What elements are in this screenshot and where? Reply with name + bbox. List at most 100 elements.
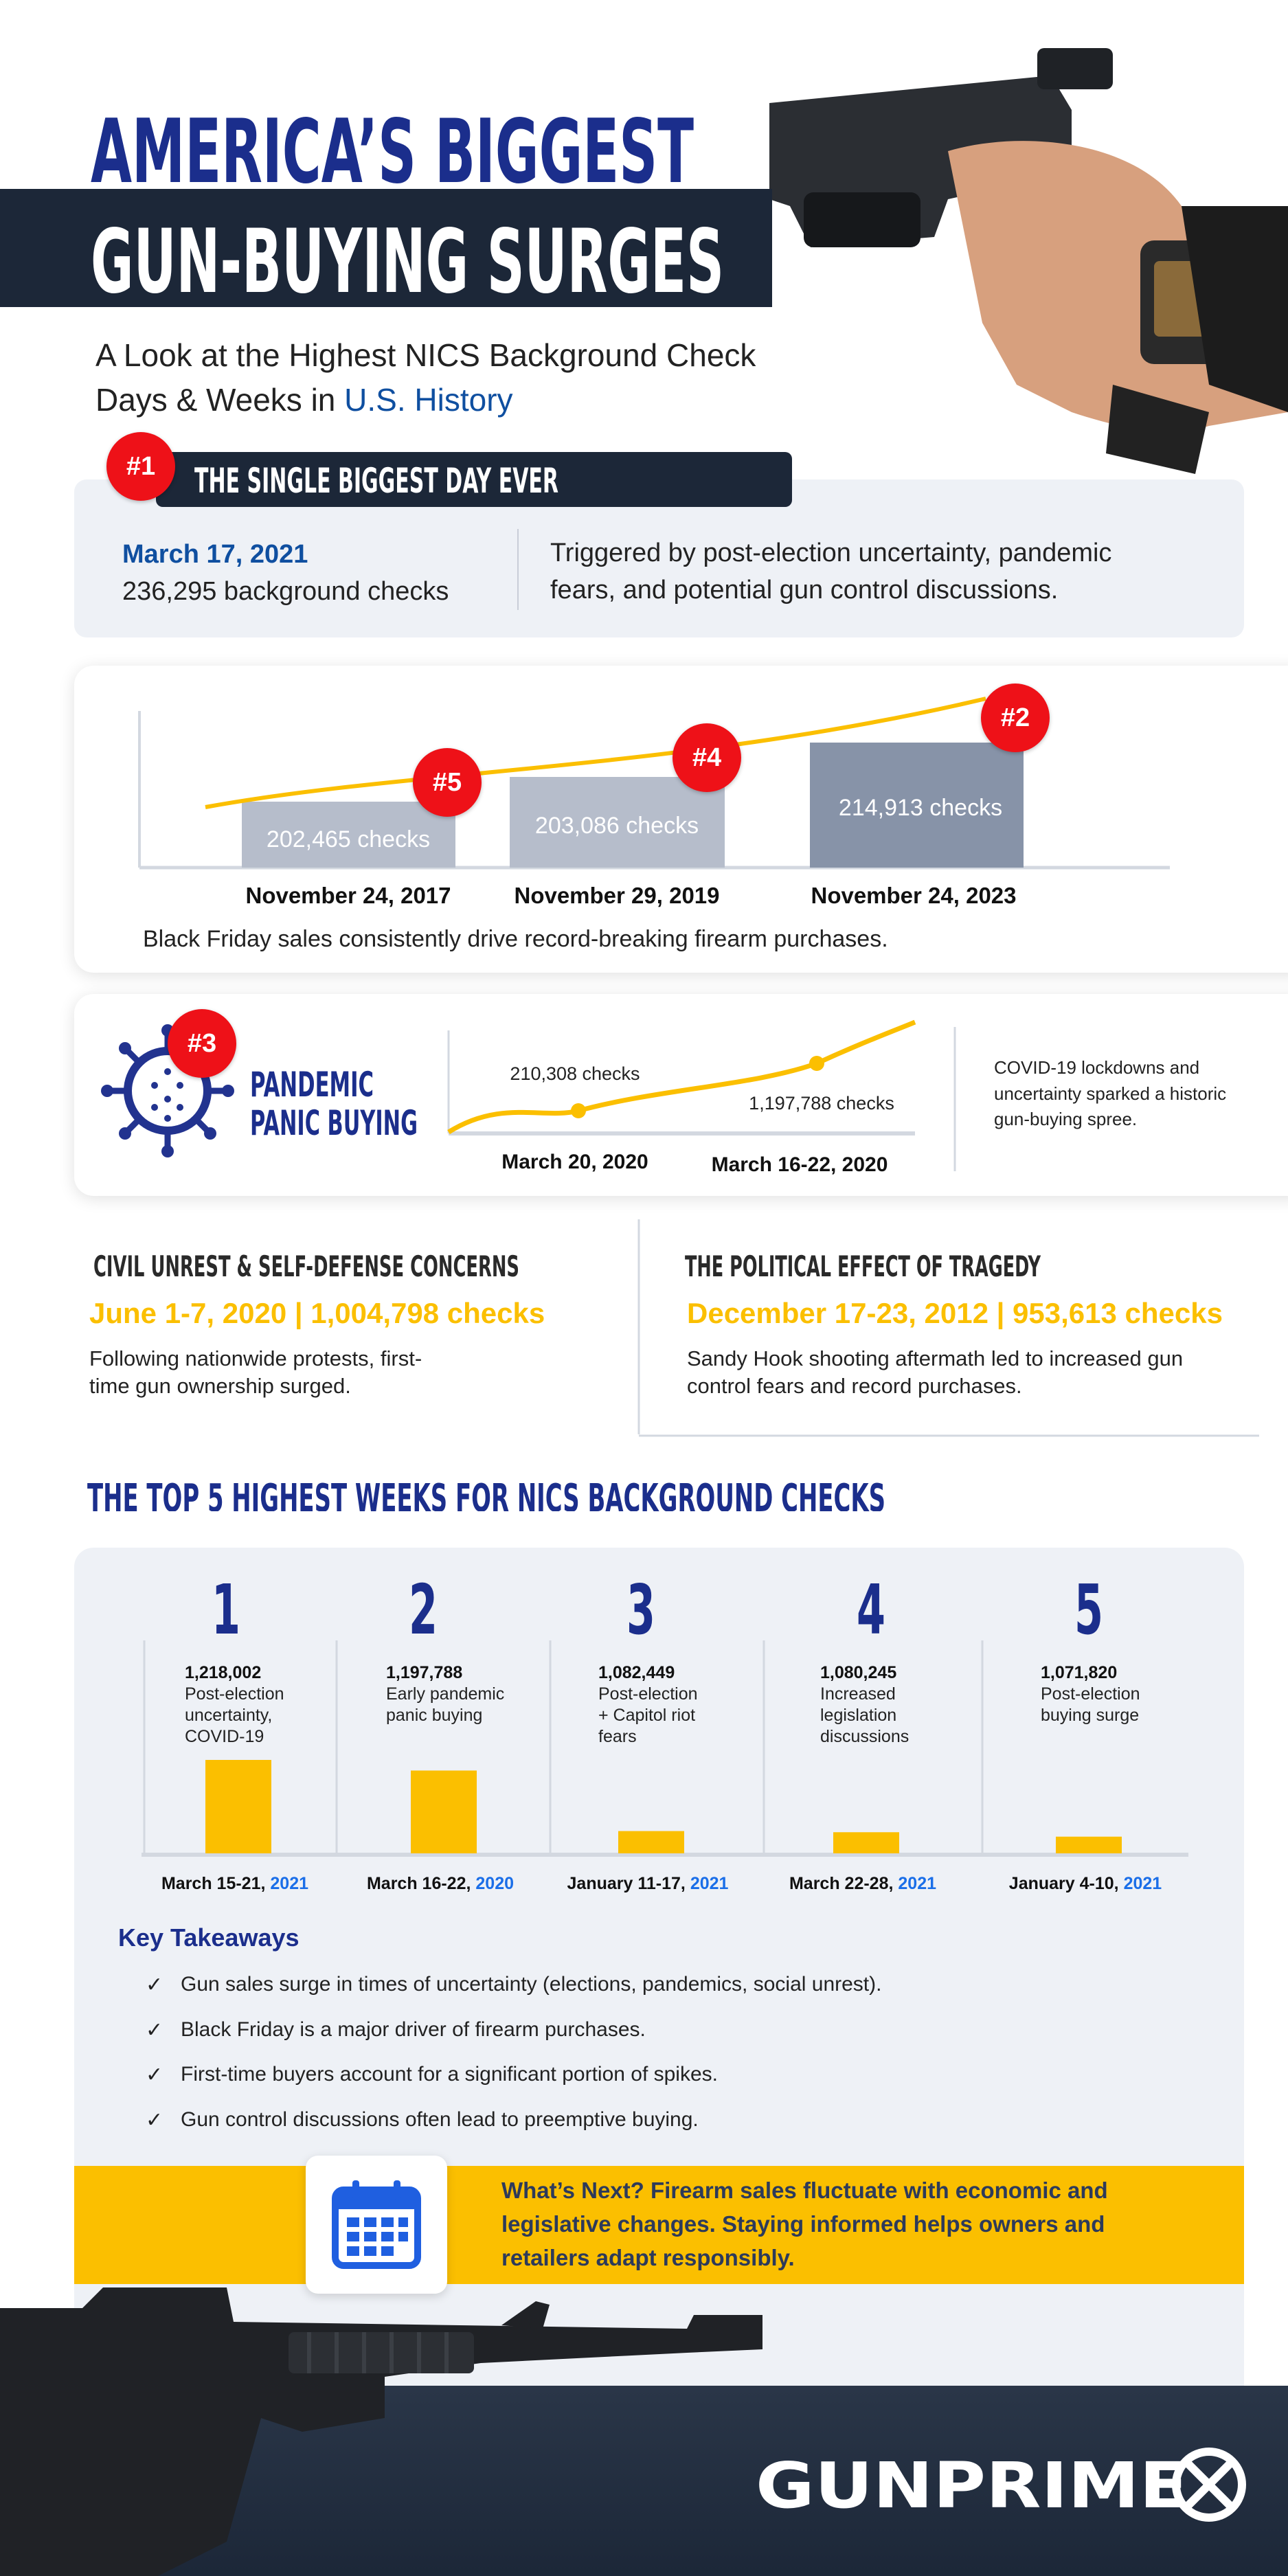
year-text: 2021 <box>690 1874 729 1893</box>
week-value: 1,197,788 <box>386 1663 462 1682</box>
rank-number: 4 <box>857 1570 885 1650</box>
biggest-day-desc-1: Triggered by post-election uncertainty, … <box>550 539 1112 567</box>
biggest-day-heading-text: THE SINGLE BIGGEST DAY EVER <box>194 461 558 501</box>
biggest-day-desc-2: fears, and potential gun control discuss… <box>550 576 1059 605</box>
point-label: 1,197,788 checks <box>749 1093 894 1114</box>
year-text: 2021 <box>270 1874 308 1893</box>
bar-2017 <box>242 802 455 868</box>
week-date: January 11-17, 2021 <box>567 1874 729 1893</box>
week-value: 1,080,245 <box>820 1663 896 1682</box>
whats-next-line-3: retailers adapt responsibly. <box>501 2245 795 2270</box>
whats-next-banner <box>74 2166 1244 2284</box>
week-desc: Early pandemic <box>386 1684 504 1704</box>
trend-line <box>205 697 986 809</box>
takeaway-item: Black Friday is a major driver of firear… <box>181 2018 646 2041</box>
biggest-day-date: March 17, 2021 <box>122 540 308 569</box>
takeaway-item: Gun sales surge in times of uncertainty … <box>181 1973 882 1996</box>
week-desc: Post-election <box>1041 1684 1140 1704</box>
week-bar <box>411 1770 477 1853</box>
subtitle-highlight: U.S. History <box>344 382 513 418</box>
rank-badge-2: #2 <box>981 683 1050 752</box>
week-desc: + Capitol riot <box>598 1706 695 1725</box>
divider <box>517 529 519 610</box>
point-label: 210,308 checks <box>510 1063 640 1084</box>
tragedy-stat: December 17-23, 2012 | 953,613 checks <box>687 1297 1223 1329</box>
top5-chart: 1 1,218,002 Post-election uncertainty, COVID… <box>142 1570 1188 1893</box>
week-desc: Increased <box>820 1684 896 1704</box>
week-desc: buying surge <box>1041 1706 1139 1725</box>
bar-label: 203,086 checks <box>535 813 699 839</box>
pandemic-desc-1: COVID-19 lockdowns and <box>994 1057 1200 1078</box>
subtitle-prefix: Days & Weeks in <box>95 382 345 418</box>
whats-next-line-2: legislative changes. Staying informed he… <box>501 2211 1105 2237</box>
week-date: March 15-21, 2021 <box>161 1874 308 1893</box>
bar-label: 202,465 checks <box>267 826 430 852</box>
civil-unrest-stat: June 1-7, 2020 | 1,004,798 checks <box>89 1297 545 1329</box>
week-bar <box>833 1832 899 1853</box>
week-desc: uncertainty, <box>185 1706 272 1725</box>
week-desc: panic buying <box>386 1706 482 1725</box>
takeaway-item: Gun control discussions often lead to pr… <box>181 2108 699 2131</box>
pandemic-card <box>74 994 1288 1196</box>
calendar-icon <box>332 2180 421 2269</box>
week-desc: Post-election <box>185 1684 284 1704</box>
rank-number: 1 <box>212 1570 240 1650</box>
week-desc: Post-election <box>598 1684 698 1704</box>
week-desc: discussions <box>820 1727 909 1746</box>
week-date: January 4-10, 2021 <box>1009 1874 1162 1893</box>
check-icon: ✓ <box>146 2064 163 2086</box>
data-point <box>571 1103 586 1118</box>
black-friday-chart: 202,465 checks 203,086 checks 214,913 ch… <box>138 697 1170 908</box>
week-date: March 22-28, 2021 <box>789 1874 936 1893</box>
tragedy-body-2: control fears and record purchases. <box>687 1374 1022 1398</box>
pistol-hand-image <box>769 48 1288 474</box>
week-value: 1,082,449 <box>598 1663 675 1682</box>
check-icon: ✓ <box>146 2109 163 2132</box>
footer <box>0 2386 1288 2576</box>
rank-badge-3: #3 <box>168 1009 236 1078</box>
calendar-tile <box>306 2156 447 2294</box>
takeaway-item: First-time buyers account for a signific… <box>181 2063 718 2086</box>
rank-number: 5 <box>1074 1570 1103 1650</box>
bar-2019 <box>510 777 725 868</box>
date-text: March 16-22, <box>367 1874 475 1893</box>
biggest-day-heading: THE SINGLE BIGGEST DAY EVER <box>194 461 558 501</box>
pandemic-title-1: PANDEMIC <box>250 1065 374 1105</box>
week-desc: COVID-19 <box>185 1727 264 1746</box>
pandemic-title-2: PANIC BUYING <box>250 1103 418 1143</box>
page-title: AMERICA’S BIGGEST GUN-BUYING SURGES <box>91 101 724 313</box>
bar-2023 <box>810 743 1024 868</box>
rank-badge-4: #4 <box>673 723 741 792</box>
title-line-2: GUN-BUYING SURGES <box>91 211 724 313</box>
biggest-day-heading-bar <box>156 452 792 507</box>
pandemic-desc-3: gun-buying spree. <box>994 1109 1138 1129</box>
trend-line <box>447 1019 916 1134</box>
takeaways-heading: Key Takeaways <box>118 1923 300 1952</box>
title-line-1: AMERICA’S BIGGEST <box>91 101 694 203</box>
date-label: November 24, 2023 <box>811 883 1016 908</box>
week-date: March 16-22, 2020 <box>367 1874 514 1893</box>
bar-label: 214,913 checks <box>839 795 1002 821</box>
date-text: March 22-28, <box>789 1874 898 1893</box>
civil-unrest-body-1: Following nationwide protests, first- <box>89 1346 422 1370</box>
date-text: January 4-10, <box>1009 1874 1124 1893</box>
date-label: November 29, 2019 <box>514 883 719 908</box>
black-friday-caption: Black Friday sales consistently drive re… <box>143 926 888 952</box>
whats-next-line-1: What’s Next? Firearm sales fluctuate wit… <box>501 2178 1108 2203</box>
biggest-day-checks: 236,295 background checks <box>122 577 449 606</box>
week-bar <box>205 1760 271 1853</box>
week-desc: legislation <box>820 1706 896 1725</box>
date-text: March 15-21, <box>161 1874 270 1893</box>
week-bar <box>1056 1836 1122 1853</box>
pandemic-desc-2: uncertainty sparked a historic <box>994 1083 1227 1104</box>
week-value: 1,218,002 <box>185 1663 261 1682</box>
tragedy-body-1: Sandy Hook shooting aftermath led to inc… <box>687 1346 1184 1370</box>
rank-badge-1: #1 <box>106 432 175 501</box>
title-band <box>0 189 772 307</box>
rank-number: 2 <box>409 1570 438 1650</box>
date-label: March 16-22, 2020 <box>712 1153 888 1176</box>
check-icon: ✓ <box>146 2019 163 2042</box>
section-headings: CIVIL UNREST & SELF-DEFENSE CONCERNS THE… <box>87 1219 1259 1511</box>
date-label: November 24, 2017 <box>245 883 451 908</box>
top5-heading: THE TOP 5 HIGHEST WEEKS FOR NICS BACKGRO… <box>87 1476 885 1511</box>
